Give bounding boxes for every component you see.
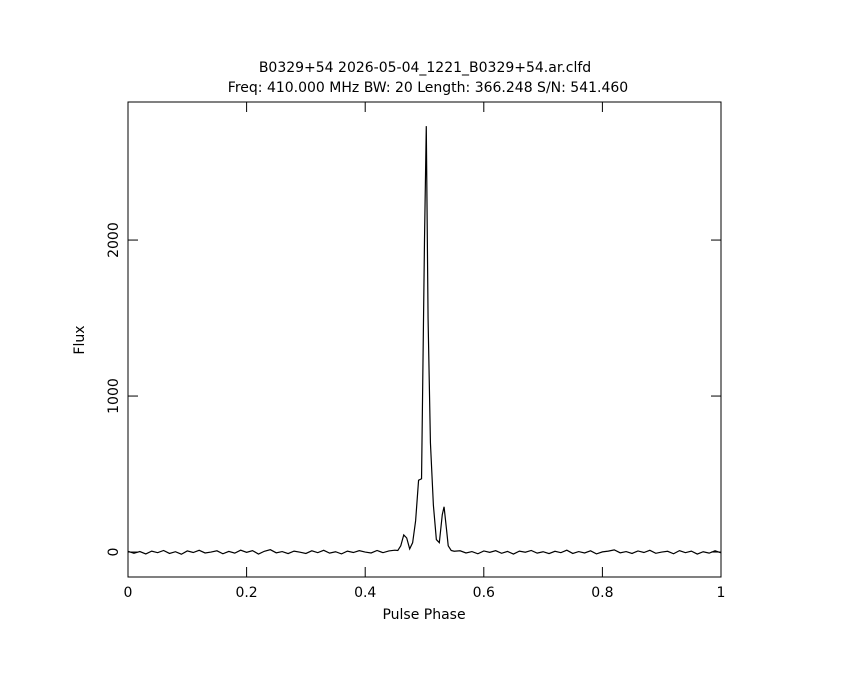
y-tick-label: 1000 xyxy=(106,378,122,414)
y-axis-label: Flux xyxy=(72,325,88,354)
y-tick-label: 0 xyxy=(106,548,122,557)
profile-line xyxy=(127,126,722,555)
x-axis-label: Pulse Phase xyxy=(382,607,465,623)
chart-subtitle: Freq: 410.000 MHz BW: 20 Length: 366.248… xyxy=(228,80,628,96)
x-tick-label: 0.8 xyxy=(591,585,613,601)
plot-frame xyxy=(127,101,722,578)
y-tick-label: 2000 xyxy=(106,222,122,258)
x-tick-label: 0.2 xyxy=(235,585,257,601)
x-tick-label: 0.6 xyxy=(473,585,495,601)
x-tick-label: 1 xyxy=(717,585,726,601)
x-tick-label: 0 xyxy=(124,585,133,601)
chart-title: B0329+54 2026-05-04_1221_B0329+54.ar.clf… xyxy=(259,60,591,76)
x-tick-label: 0.4 xyxy=(354,585,376,601)
